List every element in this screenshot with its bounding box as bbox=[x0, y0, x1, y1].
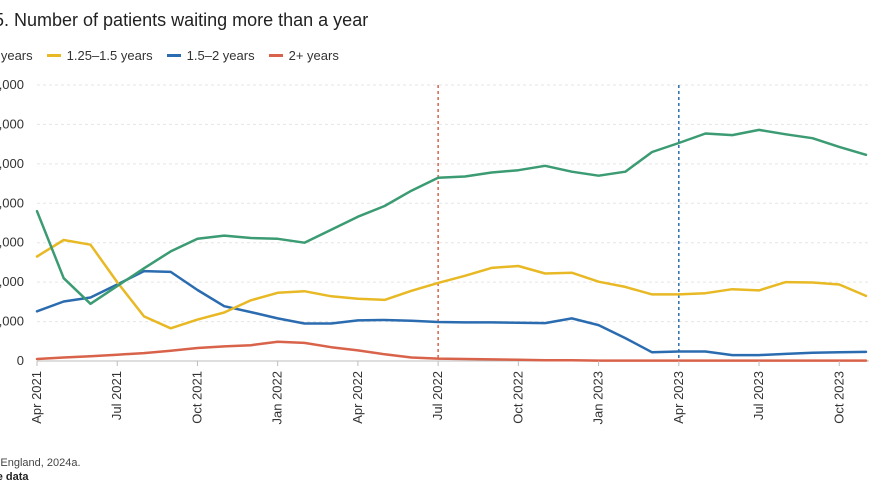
x-tick-label: Jan 2022 bbox=[270, 371, 285, 425]
y-tick-label: ,000 bbox=[0, 116, 24, 131]
x-tick-label: Oct 2023 bbox=[831, 371, 846, 424]
y-tick-label: ,000 bbox=[0, 274, 24, 289]
x-tick-label: Jan 2023 bbox=[591, 371, 606, 425]
y-tick-label: ,000 bbox=[0, 314, 24, 329]
y-tick-label: ,000 bbox=[0, 235, 24, 250]
y-tick-label: ,000 bbox=[0, 195, 24, 210]
y-tick-label: ,000 bbox=[0, 77, 24, 92]
series-line bbox=[37, 130, 866, 304]
line-chart: 0 ,000 ,000 ,000 ,000 ,000 ,000 ,000 Apr 2021 Ju… bbox=[0, 0, 869, 440]
x-axis-ticks: Apr 2021 Jul 2021 Oct 2021 Jan 2022 Apr 2022… bbox=[29, 361, 846, 425]
x-tick-label: Oct 2021 bbox=[189, 371, 204, 424]
x-tick-label: Jul 2022 bbox=[430, 371, 445, 420]
series-line bbox=[37, 342, 866, 361]
source-note: S England, 2024a. bbox=[0, 457, 81, 469]
x-tick-label: Oct 2022 bbox=[510, 371, 525, 424]
x-tick-label: Apr 2023 bbox=[671, 371, 686, 424]
series-line bbox=[37, 240, 866, 328]
x-tick-label: Apr 2021 bbox=[29, 371, 44, 424]
y-axis-ticks: 0 ,000 ,000 ,000 ,000 ,000 ,000 ,000 bbox=[0, 77, 24, 368]
series-line bbox=[37, 271, 866, 355]
y-tick-label: ,000 bbox=[0, 156, 24, 171]
get-the-data-link[interactable]: he data bbox=[0, 471, 29, 483]
series-lines bbox=[37, 130, 866, 361]
x-tick-label: Jul 2021 bbox=[109, 371, 124, 420]
x-tick-label: Jul 2023 bbox=[751, 371, 766, 420]
x-tick-label: Apr 2022 bbox=[350, 371, 365, 424]
y-tick-label: 0 bbox=[17, 353, 24, 368]
gridlines bbox=[37, 85, 869, 361]
